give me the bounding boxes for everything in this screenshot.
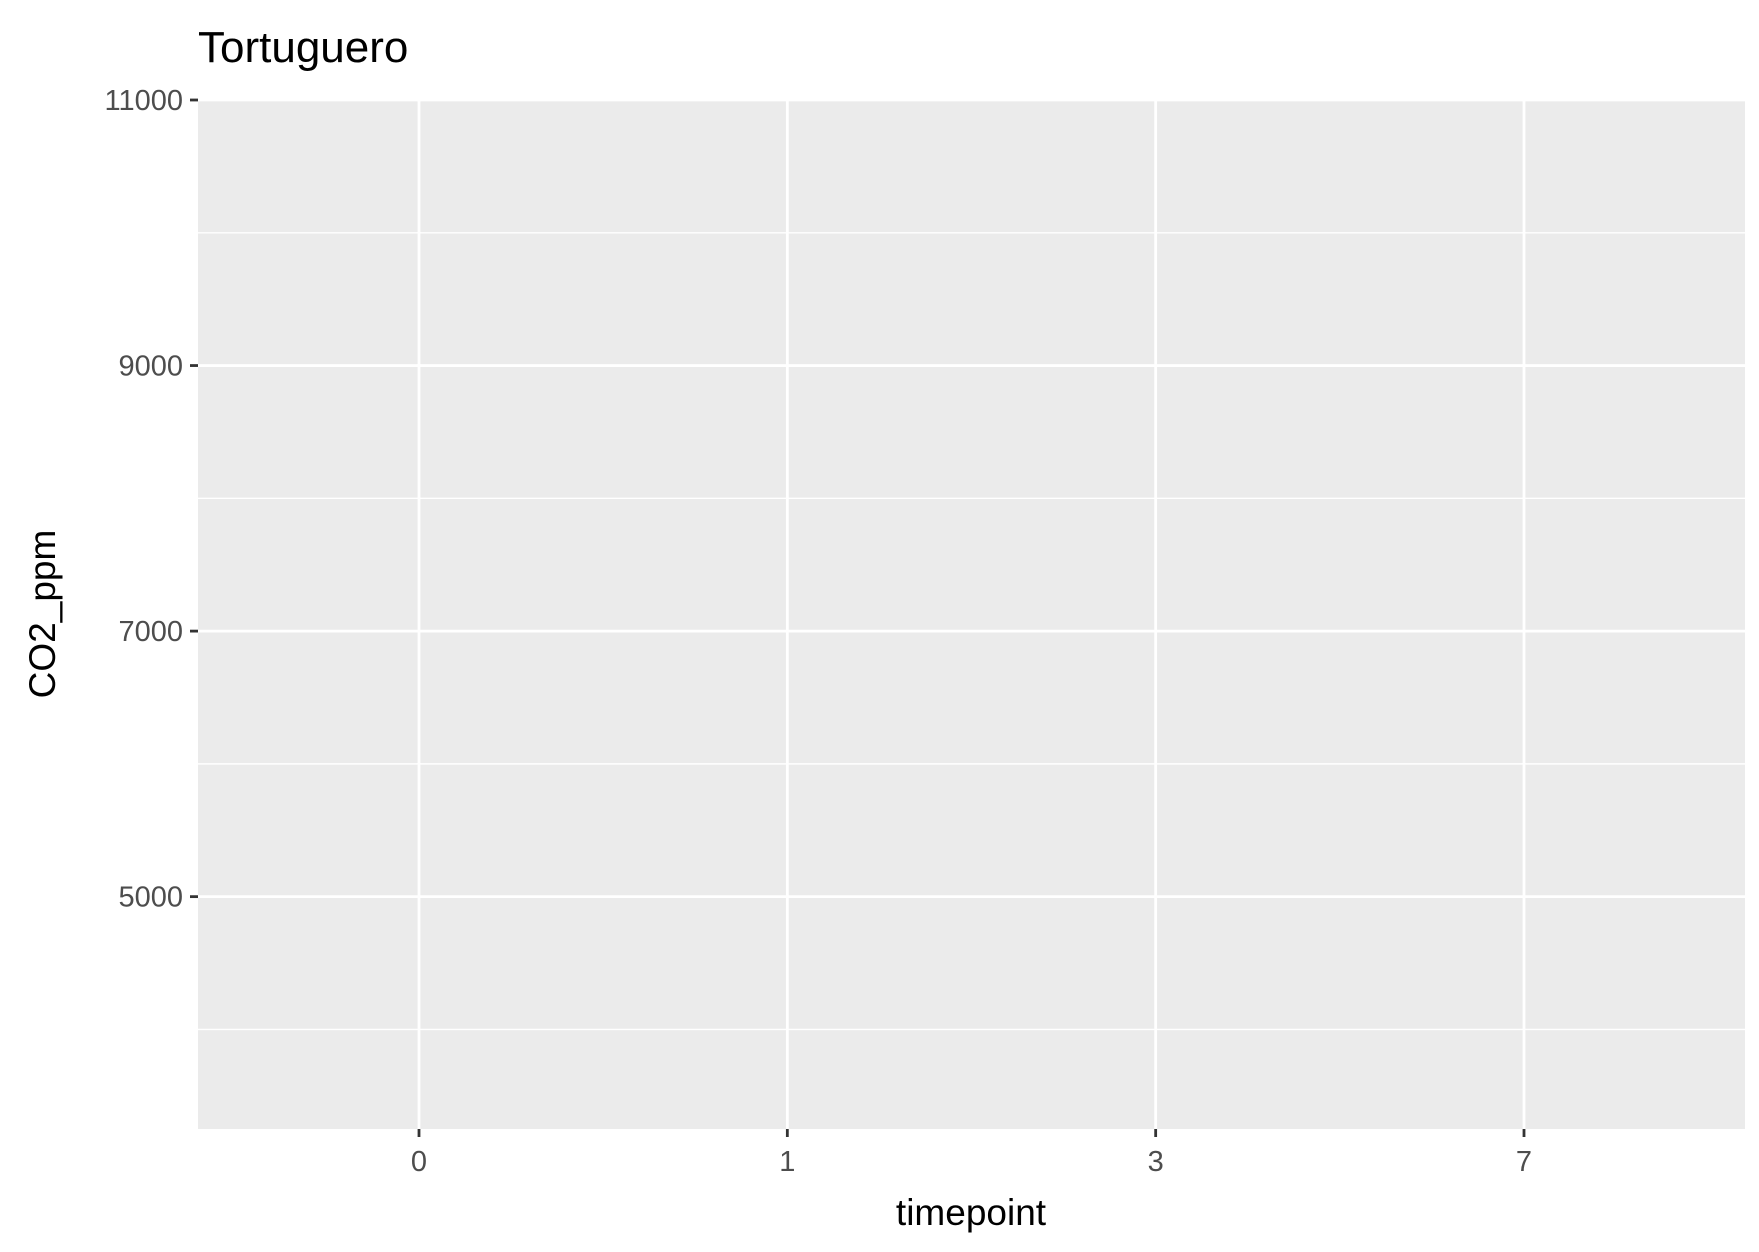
x-axis-title: timepoint: [896, 1192, 1047, 1233]
x-tick-label: 1: [779, 1146, 795, 1178]
y-tick-label: 11000: [105, 85, 184, 117]
y-axis: 5000 7000 9000 11000: [105, 85, 198, 914]
y-tick-label: 9000: [118, 351, 183, 383]
y-tick-label: 7000: [118, 616, 183, 648]
x-tick-label: 0: [411, 1146, 427, 1178]
major-grid-lines: [198, 98, 1745, 1129]
chart-title: Tortuguero: [198, 23, 408, 72]
x-tick-label: 3: [1148, 1146, 1164, 1178]
y-tick-label: 5000: [118, 882, 183, 914]
y-axis-title: CO2_ppm: [22, 530, 63, 699]
minor-grid-lines: [198, 232, 1745, 1031]
x-tick-label: 7: [1516, 1146, 1532, 1178]
x-axis: 0 1 3 7: [411, 1129, 1532, 1178]
plot-panel: [198, 100, 1745, 1129]
